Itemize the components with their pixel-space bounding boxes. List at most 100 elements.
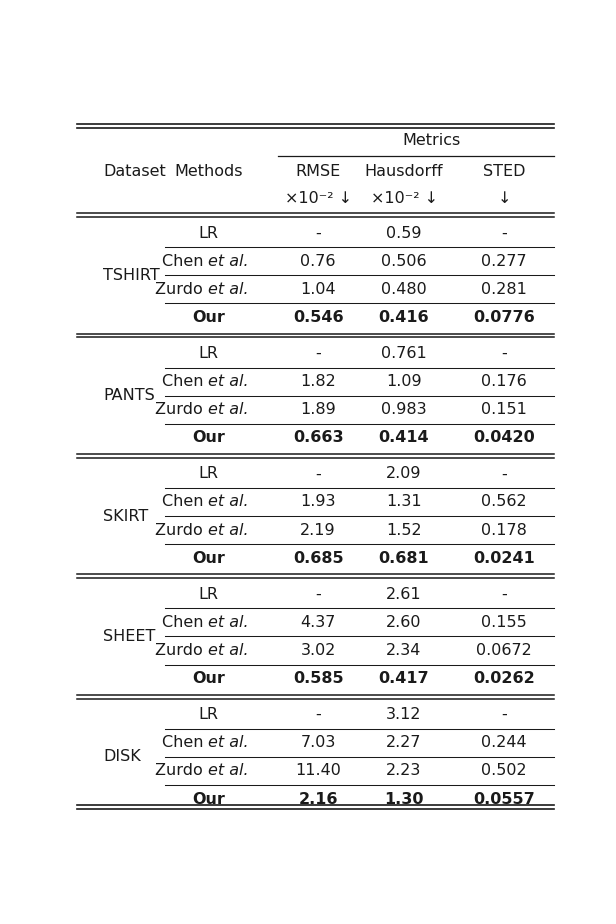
Text: 0.0262: 0.0262	[474, 671, 535, 687]
Text: 0.0241: 0.0241	[474, 551, 535, 565]
Text: DISK: DISK	[103, 749, 141, 764]
Text: 0.506: 0.506	[381, 254, 427, 269]
Text: Dataset: Dataset	[103, 164, 166, 179]
Text: Chen: Chen	[161, 254, 208, 269]
Text: 0.416: 0.416	[379, 310, 429, 325]
Text: SKIRT: SKIRT	[103, 508, 148, 524]
Text: Zurdo: Zurdo	[155, 402, 208, 418]
Text: 2.16: 2.16	[298, 792, 338, 807]
Text: -: -	[315, 346, 321, 361]
Text: 2.61: 2.61	[386, 587, 422, 602]
Text: Chen: Chen	[161, 736, 208, 750]
Text: Chen: Chen	[161, 494, 208, 509]
Text: LR: LR	[198, 707, 218, 723]
Text: Zurdo: Zurdo	[155, 643, 208, 658]
Text: 2.60: 2.60	[386, 614, 422, 630]
Text: Zurdo: Zurdo	[155, 523, 208, 538]
Text: TSHIRT: TSHIRT	[103, 268, 160, 283]
Text: et al.: et al.	[208, 614, 249, 630]
Text: 2.34: 2.34	[386, 643, 422, 658]
Text: et al.: et al.	[208, 736, 249, 750]
Text: RMSE: RMSE	[296, 164, 341, 179]
Text: et al.: et al.	[208, 282, 249, 297]
Text: PANTS: PANTS	[103, 388, 155, 403]
Text: 0.277: 0.277	[482, 254, 527, 269]
Text: STED: STED	[483, 164, 525, 179]
Text: 0.414: 0.414	[379, 431, 429, 445]
Text: 0.417: 0.417	[379, 671, 429, 687]
Text: 0.155: 0.155	[481, 614, 527, 630]
Text: 1.09: 1.09	[386, 374, 422, 389]
Text: et al.: et al.	[208, 402, 249, 418]
Text: 0.502: 0.502	[482, 763, 527, 778]
Text: ×10⁻² ↓: ×10⁻² ↓	[285, 191, 352, 206]
Text: SHEET: SHEET	[103, 629, 156, 644]
Text: 3.12: 3.12	[386, 707, 422, 723]
Text: et al.: et al.	[208, 643, 249, 658]
Text: 2.19: 2.19	[300, 523, 336, 538]
Text: Chen: Chen	[161, 374, 208, 389]
Text: -: -	[315, 225, 321, 240]
Text: 1.52: 1.52	[386, 523, 422, 538]
Text: 7.03: 7.03	[301, 736, 336, 750]
Text: ×10⁻² ↓: ×10⁻² ↓	[370, 191, 437, 206]
Text: Our: Our	[192, 671, 225, 687]
Text: 0.0420: 0.0420	[474, 431, 535, 445]
Text: -: -	[501, 587, 507, 602]
Text: 1.93: 1.93	[301, 494, 336, 509]
Text: 0.480: 0.480	[381, 282, 427, 297]
Text: 0.176: 0.176	[481, 374, 527, 389]
Text: LR: LR	[198, 346, 218, 361]
Text: 1.31: 1.31	[386, 494, 422, 509]
Text: 1.89: 1.89	[300, 402, 336, 418]
Text: 1.30: 1.30	[384, 792, 424, 807]
Text: ↓: ↓	[498, 191, 511, 206]
Text: et al.: et al.	[208, 254, 249, 269]
Text: 2.09: 2.09	[386, 467, 422, 481]
Text: LR: LR	[198, 587, 218, 602]
Text: 0.244: 0.244	[482, 736, 527, 750]
Text: 0.151: 0.151	[481, 402, 527, 418]
Text: -: -	[315, 587, 321, 602]
Text: et al.: et al.	[208, 523, 249, 538]
Text: -: -	[501, 467, 507, 481]
Text: 0.663: 0.663	[293, 431, 343, 445]
Text: 1.82: 1.82	[300, 374, 336, 389]
Text: Metrics: Metrics	[402, 132, 461, 148]
Text: 0.178: 0.178	[481, 523, 527, 538]
Text: LR: LR	[198, 467, 218, 481]
Text: 3.02: 3.02	[301, 643, 336, 658]
Text: 0.76: 0.76	[301, 254, 336, 269]
Text: Our: Our	[192, 431, 225, 445]
Text: Our: Our	[192, 551, 225, 565]
Text: 0.59: 0.59	[386, 225, 422, 240]
Text: 0.562: 0.562	[482, 494, 527, 509]
Text: 0.546: 0.546	[293, 310, 343, 325]
Text: 0.281: 0.281	[481, 282, 527, 297]
Text: 0.681: 0.681	[379, 551, 429, 565]
Text: 11.40: 11.40	[295, 763, 341, 778]
Text: Hausdorff: Hausdorff	[365, 164, 444, 179]
Text: et al.: et al.	[208, 494, 249, 509]
Text: 4.37: 4.37	[301, 614, 336, 630]
Text: Methods: Methods	[174, 164, 243, 179]
Text: 0.0672: 0.0672	[476, 643, 532, 658]
Text: -: -	[501, 707, 507, 723]
Text: -: -	[501, 225, 507, 240]
Text: Our: Our	[192, 310, 225, 325]
Text: -: -	[315, 467, 321, 481]
Text: Chen: Chen	[161, 614, 208, 630]
Text: Zurdo: Zurdo	[155, 282, 208, 297]
Text: 2.27: 2.27	[386, 736, 422, 750]
Text: 0.0557: 0.0557	[474, 792, 535, 807]
Text: Zurdo: Zurdo	[155, 763, 208, 778]
Text: et al.: et al.	[208, 763, 249, 778]
Text: -: -	[501, 346, 507, 361]
Text: 0.585: 0.585	[293, 671, 343, 687]
Text: 2.23: 2.23	[386, 763, 422, 778]
Text: Our: Our	[192, 792, 225, 807]
Text: -: -	[315, 707, 321, 723]
Text: LR: LR	[198, 225, 218, 240]
Text: 0.685: 0.685	[293, 551, 343, 565]
Text: 0.0776: 0.0776	[474, 310, 535, 325]
